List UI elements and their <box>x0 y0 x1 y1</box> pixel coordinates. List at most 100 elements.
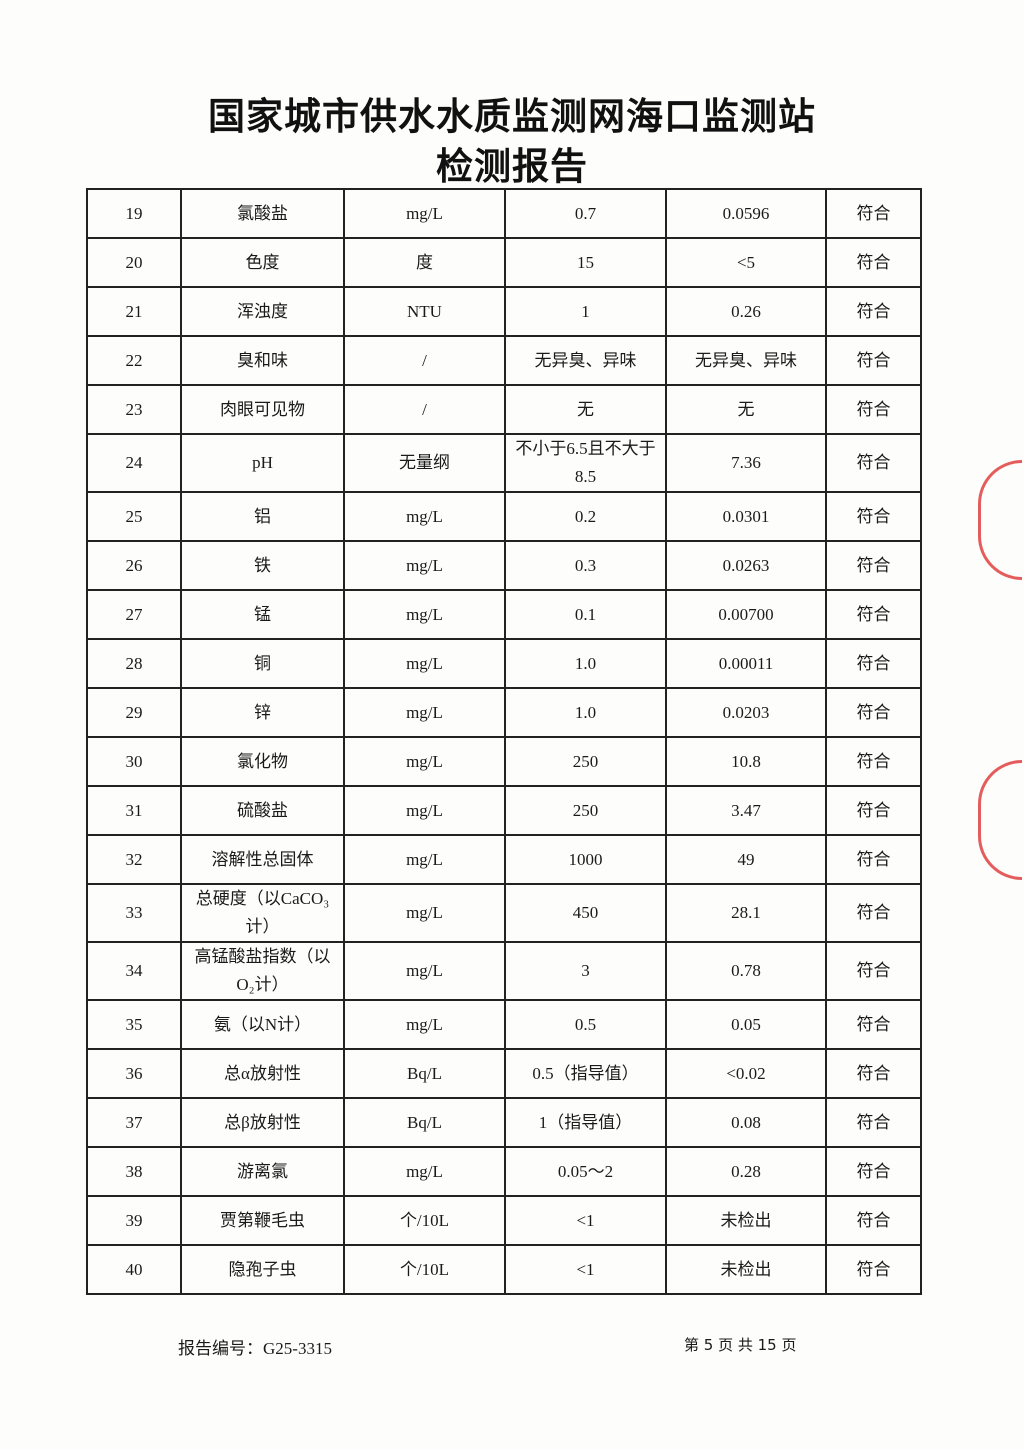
table-row: 23 肉眼可见物 / 无无符合 <box>86 384 922 435</box>
test-item: 铜 <box>180 638 345 689</box>
limit-value: <1 <box>504 1244 667 1295</box>
test-item: 贾第鞭毛虫 <box>180 1195 345 1246</box>
test-item: 臭和味 <box>180 335 345 386</box>
unit: mg/L <box>343 188 506 239</box>
limit-value: 无异臭、异味 <box>504 335 667 386</box>
test-item: 铁 <box>180 540 345 591</box>
table-row: 24 pH 无量纲 不小于6.5且不大于8.5 7.36 符合 <box>86 433 922 493</box>
conclusion: 符合 <box>825 491 922 542</box>
unit: 个/10L <box>343 1244 506 1295</box>
red-seal-stamp <box>978 460 1022 580</box>
table-row: 35 氨（以N计） mg/L 0.5 0.05 符合 <box>86 999 922 1050</box>
conclusion: 符合 <box>825 883 922 943</box>
row-number: 31 <box>86 785 182 836</box>
unit: mg/L <box>343 687 506 738</box>
conclusion: 符合 <box>825 638 922 689</box>
row-number: 34 <box>86 941 182 1001</box>
row-number: 32 <box>86 834 182 885</box>
result-value: <0.02 <box>665 1048 827 1099</box>
unit: mg/L <box>343 736 506 787</box>
result-value: 未检出 <box>665 1195 827 1246</box>
conclusion: 符合 <box>825 540 922 591</box>
table-row: 25 铝 mg/L 0.2 0.0301 符合 <box>86 491 922 542</box>
conclusion: 符合 <box>825 433 922 493</box>
limit-value: 不小于6.5且不大于8.5 <box>504 433 667 493</box>
table-row: 20 色度度 15 <5 符合 <box>86 237 922 288</box>
table-row: 30 氯化物 mg/L 250 10.8 符合 <box>86 736 922 787</box>
unit: mg/L <box>343 638 506 689</box>
unit: NTU <box>343 286 506 337</box>
test-item: 隐孢子虫 <box>180 1244 345 1295</box>
conclusion: 符合 <box>825 384 922 435</box>
limit-value: 0.2 <box>504 491 667 542</box>
results-table-body: 19 氯酸盐 mg/L 0.7 0.0596 符合 20 色度度 15 <5 符合 21 浑浊度 NTU 1… <box>86 188 922 1295</box>
row-number: 29 <box>86 687 182 738</box>
conclusion: 符合 <box>825 834 922 885</box>
limit-value: 1000 <box>504 834 667 885</box>
conclusion: 符合 <box>825 736 922 787</box>
result-value: 0.0596 <box>665 188 827 239</box>
test-item: 游离氯 <box>180 1146 345 1197</box>
test-item: 高锰酸盐指数（以O₂计） <box>180 941 345 1001</box>
result-value: 49 <box>665 834 827 885</box>
table-row: 19 氯酸盐 mg/L 0.7 0.0596 符合 <box>86 188 922 239</box>
limit-value: 0.7 <box>504 188 667 239</box>
result-value: 0.00011 <box>665 638 827 689</box>
row-number: 20 <box>86 237 182 288</box>
result-value: 0.28 <box>665 1146 827 1197</box>
test-item: 硫酸盐 <box>180 785 345 836</box>
limit-value: 3 <box>504 941 667 1001</box>
test-item: 锌 <box>180 687 345 738</box>
report-number: 报告编号：G25-3315 <box>178 1339 332 1358</box>
row-number: 39 <box>86 1195 182 1246</box>
limit-value: 250 <box>504 736 667 787</box>
unit: mg/L <box>343 589 506 640</box>
test-item: 色度 <box>180 237 345 288</box>
test-item: 溶解性总固体 <box>180 834 345 885</box>
conclusion: 符合 <box>825 589 922 640</box>
limit-value: <1 <box>504 1195 667 1246</box>
table-row: 38 游离氯 mg/L 0.05～2 0.28 符合 <box>86 1146 922 1197</box>
table-row: 36 总α放射性 Bq/L 0.5（指导值） <0.02 符合 <box>86 1048 922 1099</box>
result-value: 0.0263 <box>665 540 827 591</box>
test-item: 浑浊度 <box>180 286 345 337</box>
unit: / <box>343 384 506 435</box>
row-number: 24 <box>86 433 182 493</box>
unit: mg/L <box>343 540 506 591</box>
result-value: 0.78 <box>665 941 827 1001</box>
row-number: 40 <box>86 1244 182 1295</box>
test-item: 总硬度（以CaCO₃计） <box>180 883 345 943</box>
row-number: 33 <box>86 883 182 943</box>
unit: 无量纲 <box>343 433 506 493</box>
unit: 个/10L <box>343 1195 506 1246</box>
unit: 度 <box>343 237 506 288</box>
test-item: 锰 <box>180 589 345 640</box>
test-item: 氨（以N计） <box>180 999 345 1050</box>
conclusion: 符合 <box>825 1146 922 1197</box>
table-row: 40 隐孢子虫 个/10L <1 未检出 符合 <box>86 1244 922 1295</box>
table-row: 31 硫酸盐 mg/L 250 3.47 符合 <box>86 785 922 836</box>
result-value: 未检出 <box>665 1244 827 1295</box>
table-row: 26 铁 mg/L 0.3 0.0263 符合 <box>86 540 922 591</box>
row-number: 26 <box>86 540 182 591</box>
unit: mg/L <box>343 883 506 943</box>
results-table: 19 氯酸盐 mg/L 0.7 0.0596 符合 20 色度度 15 <5 符合 21 浑浊度 NTU 1… <box>86 188 922 1295</box>
test-item: 总β放射性 <box>180 1097 345 1148</box>
limit-value: 450 <box>504 883 667 943</box>
result-value: 28.1 <box>665 883 827 943</box>
result-value: 3.47 <box>665 785 827 836</box>
table-row: 32 溶解性总固体 mg/L 1000 49 符合 <box>86 834 922 885</box>
result-value: 0.0301 <box>665 491 827 542</box>
limit-value: 0.5（指导值） <box>504 1048 667 1099</box>
row-number: 36 <box>86 1048 182 1099</box>
conclusion: 符合 <box>825 687 922 738</box>
row-number: 27 <box>86 589 182 640</box>
result-value: 无 <box>665 384 827 435</box>
table-row: 39 贾第鞭毛虫 个/10L <1 未检出 符合 <box>86 1195 922 1246</box>
conclusion: 符合 <box>825 188 922 239</box>
limit-value: 250 <box>504 785 667 836</box>
limit-value: 0.05～2 <box>504 1146 667 1197</box>
result-value: 7.36 <box>665 433 827 493</box>
row-number: 38 <box>86 1146 182 1197</box>
conclusion: 符合 <box>825 1244 922 1295</box>
